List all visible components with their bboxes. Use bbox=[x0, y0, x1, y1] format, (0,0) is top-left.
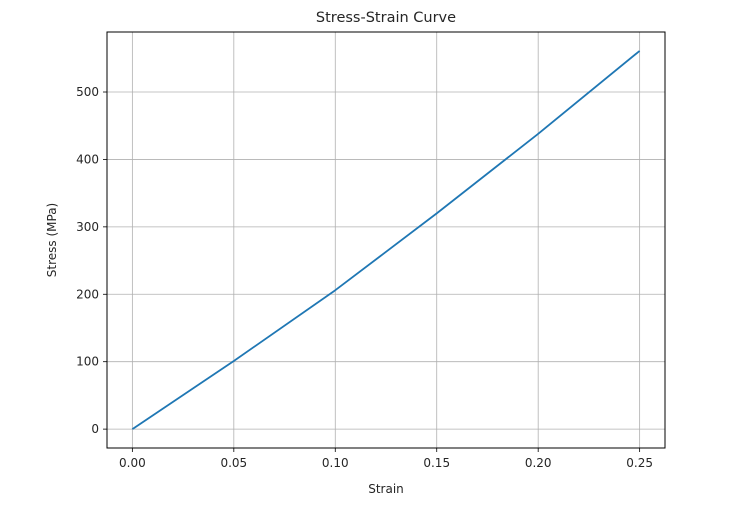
data-series bbox=[131, 50, 641, 430]
y-axis-label: Stress (MPa) bbox=[45, 203, 59, 277]
x-tick-label: 0.05 bbox=[220, 456, 247, 470]
axes-frame bbox=[106, 31, 666, 449]
x-tick-label: 0.10 bbox=[322, 456, 349, 470]
y-tick-label: 100 bbox=[76, 355, 99, 369]
x-tick-label: 0.20 bbox=[525, 456, 552, 470]
x-tick-label: 0.00 bbox=[119, 456, 146, 470]
y-tick-label: 0 bbox=[91, 422, 99, 436]
y-tick-label: 500 bbox=[76, 85, 99, 99]
x-tick-label: 0.25 bbox=[626, 456, 653, 470]
y-tick-label: 300 bbox=[76, 220, 99, 234]
x-axis-label: Strain bbox=[368, 482, 404, 496]
series-line bbox=[131, 50, 641, 430]
y-tick-label: 400 bbox=[76, 152, 99, 166]
grid-lines bbox=[107, 32, 665, 448]
chart-title: Stress-Strain Curve bbox=[316, 10, 456, 26]
x-axis-ticks: 0.00 0.05 0.10 0.15 0.20 0.25 bbox=[119, 448, 653, 470]
y-axis-ticks: 0 100 200 300 400 500 bbox=[76, 85, 107, 436]
x-tick-label: 0.15 bbox=[423, 456, 450, 470]
y-tick-label: 200 bbox=[76, 287, 99, 301]
